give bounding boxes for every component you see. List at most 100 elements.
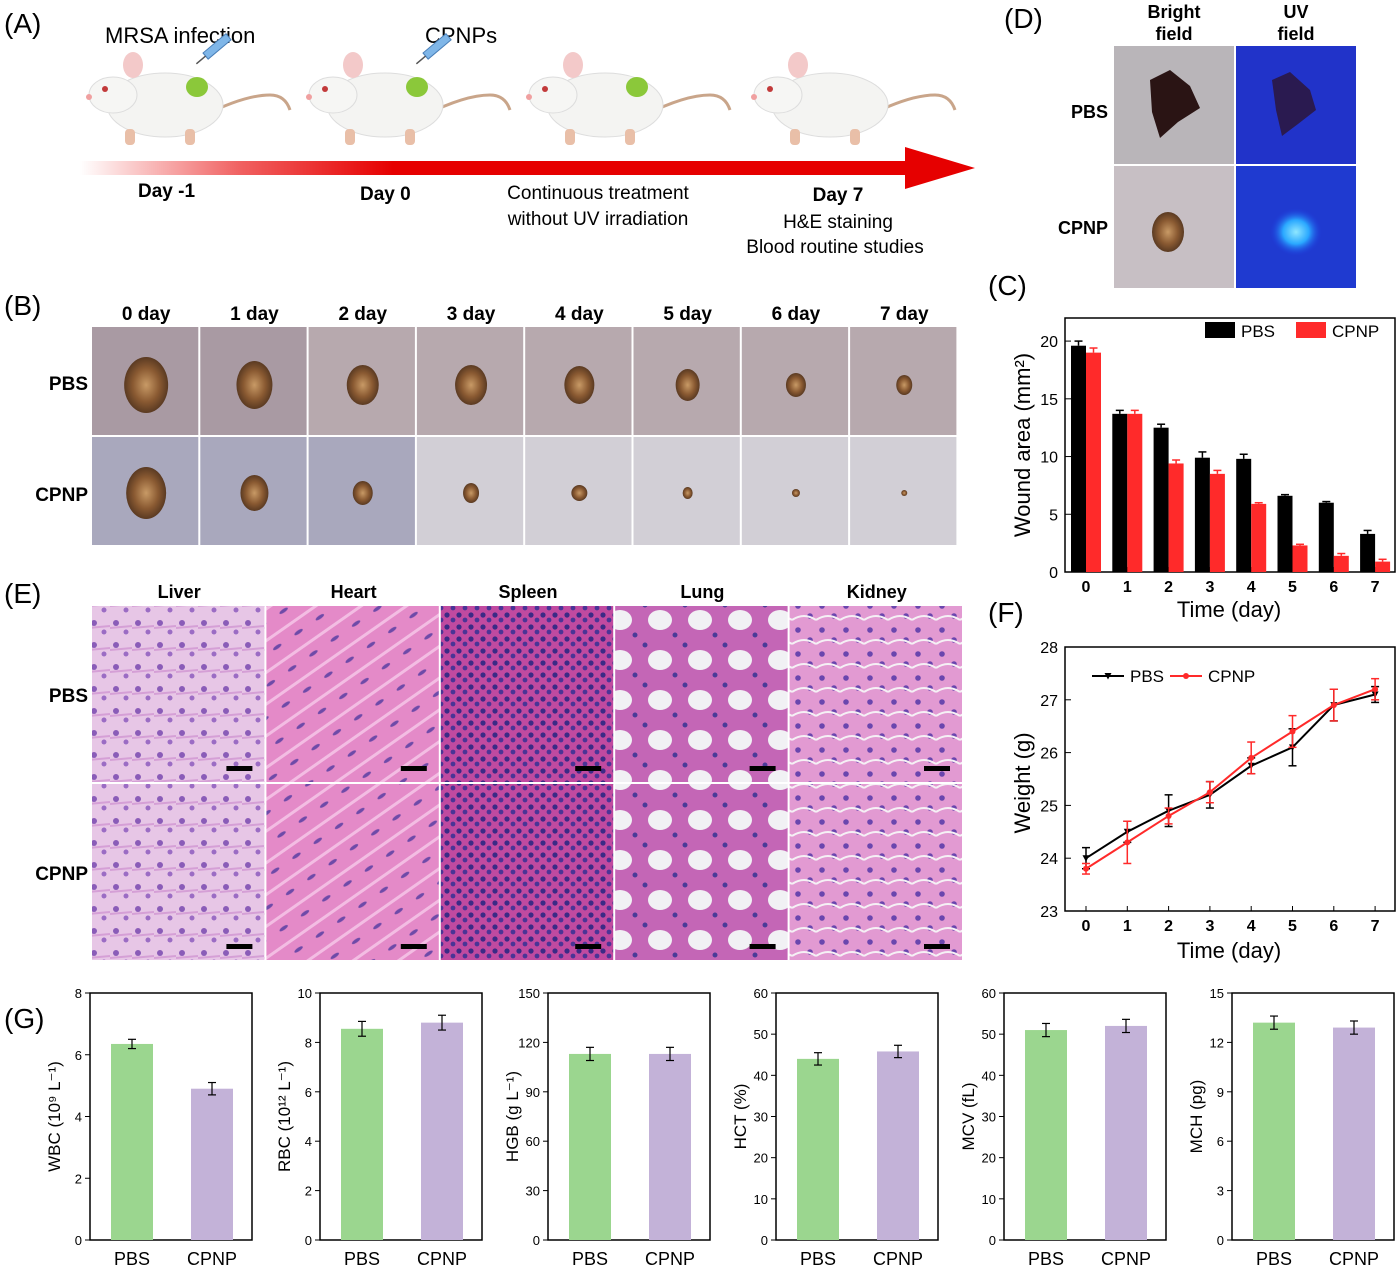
chart-f-ytick-label: 28 <box>1040 640 1058 657</box>
panel-g-label: (G) <box>4 1003 44 1034</box>
chart-c-xtick-label: 6 <box>1329 579 1338 596</box>
mouse-ear <box>563 52 583 78</box>
mouse-nose <box>86 94 92 100</box>
pbs-wound-mark <box>896 375 913 395</box>
scale-bar <box>575 944 602 949</box>
chart-f-xtick-label: 3 <box>1205 918 1214 935</box>
chart-f-point <box>1082 855 1090 862</box>
mouse-leg <box>625 129 635 145</box>
mouse-ear <box>123 52 143 78</box>
chart-c-bar-cpnp <box>1086 352 1101 572</box>
panel-d-col1-line1: Bright <box>1148 2 1201 22</box>
syringe-icon <box>415 33 452 65</box>
scale-bar <box>924 766 950 771</box>
blood-chart-bar-pbs <box>1025 1030 1067 1240</box>
mouse-ear <box>343 52 363 78</box>
blood-chart-bar-cpnp <box>649 1053 691 1240</box>
panel-b-day-label: 0 day <box>122 304 171 325</box>
blood-chart-xtick-label: PBS <box>572 1249 608 1269</box>
uv-field-pbs-wound <box>1272 72 1316 136</box>
scale-bar <box>400 944 427 949</box>
chart-f-ylabel: Weight (g) <box>1010 732 1035 833</box>
blood-chart-ytick-label: 30 <box>526 1184 540 1199</box>
timeline-note-line2: without UV irradiation <box>507 209 689 230</box>
blood-chart-ytick-label: 4 <box>75 1110 82 1125</box>
blood-chart-g2: 0 2 4 6 8 10 RBC (10¹² L⁻¹) PBS CPNP <box>275 986 483 1269</box>
blood-chart-ytick-label: 20 <box>754 1151 768 1166</box>
blood-chart-ytick-label: 15 <box>1210 986 1224 1001</box>
mouse-head <box>88 76 138 114</box>
cpnp-wound-mark <box>682 487 693 499</box>
blood-chart-bar-pbs <box>341 1028 383 1240</box>
mouse-eye <box>322 86 328 92</box>
panel-b-day-label: 4 day <box>555 304 604 325</box>
blood-chart-xtick-label: PBS <box>344 1249 380 1269</box>
infection-site <box>186 77 208 97</box>
chart-c-bar-cpnp <box>1209 473 1225 572</box>
blood-chart-ytick-label: 50 <box>982 1027 996 1042</box>
chart-f-xlabel: Time (day) <box>1177 938 1281 963</box>
timeline-day-minus1: Day -1 <box>138 181 195 202</box>
blood-chart-ytick-label: 12 <box>1210 1035 1224 1050</box>
blood-chart-xtick-label: CPNP <box>417 1249 467 1269</box>
histology-image <box>266 784 439 960</box>
blood-chart-ytick-label: 6 <box>305 1085 312 1100</box>
chart-f-xtick-label: 6 <box>1329 918 1338 935</box>
histology-image <box>789 606 962 782</box>
mouse-illustration <box>86 33 292 145</box>
chart-c-frame <box>1064 317 1396 573</box>
blood-chart-ylabel: HCT (%) <box>731 1084 750 1150</box>
blood-chart-g3: 0 30 60 90 120 150 HGB (g L⁻¹) PBS CPNP <box>503 986 711 1269</box>
panel-d-col2-line2: field <box>1277 24 1314 44</box>
chart-c-ylabel: Wound area (mm²) <box>1010 353 1035 537</box>
blood-chart-xtick-label: CPNP <box>187 1249 237 1269</box>
blood-chart-ytick-label: 2 <box>75 1171 82 1186</box>
cpnp-wound-mark <box>126 467 167 519</box>
syringe-icon <box>195 33 232 65</box>
blood-chart-g5: 0 10 20 30 40 50 60 MCV (fL) PBS CPNP <box>959 986 1167 1269</box>
chart-f-xtick-label: 0 <box>1082 918 1091 935</box>
chart-c-legend-swatch <box>1296 322 1326 338</box>
chart-c-xtick-label: 2 <box>1164 579 1173 596</box>
blood-chart-bar-cpnp <box>421 1022 463 1240</box>
chart-c-bar-pbs <box>1360 533 1376 572</box>
chart-f-point <box>1289 728 1296 735</box>
timeline-day-0: Day 0 <box>360 184 411 205</box>
chart-c-bar-cpnp <box>1251 503 1267 572</box>
blood-chart-g4: 0 10 20 30 40 50 60 HCT (%) PBS CPNP <box>731 986 939 1269</box>
blood-chart-frame <box>547 992 711 1241</box>
blood-chart-ytick-label: 0 <box>761 1233 768 1248</box>
chart-c-bar-cpnp <box>1168 463 1184 572</box>
mouse-leg <box>345 129 355 145</box>
chart-c-bar-pbs <box>1194 457 1210 572</box>
blood-chart-ytick-label: 30 <box>754 1110 768 1125</box>
mouse-leg <box>565 129 575 145</box>
chart-f-ytick-label: 24 <box>1040 851 1058 868</box>
blood-chart-xtick-label: CPNP <box>873 1249 923 1269</box>
mouse-head <box>753 76 803 114</box>
panel-e-row-pbs: PBS <box>49 686 88 707</box>
scale-bar <box>226 944 253 949</box>
pbs-wound-mark <box>785 373 806 397</box>
blood-chart-ytick-label: 10 <box>754 1192 768 1207</box>
timeline-day7-note1: H&E staining <box>783 212 893 233</box>
blood-chart-bar-pbs <box>797 1058 839 1240</box>
panel-b-day-label: 7 day <box>880 304 929 325</box>
histology-image <box>615 606 788 782</box>
chart-c-bar-pbs <box>1153 427 1169 572</box>
blood-chart-ytick-label: 30 <box>982 1110 996 1125</box>
blood-chart-ylabel: HGB (g L⁻¹) <box>503 1071 522 1162</box>
blood-chart-ytick-label: 8 <box>75 986 82 1001</box>
blood-chart-ytick-label: 10 <box>982 1192 996 1207</box>
mouse-nose <box>526 94 532 100</box>
chart-c-bar-cpnp <box>1127 413 1143 572</box>
timeline-note-line1: Continuous treatment <box>507 183 689 204</box>
timeline-day-7: Day 7 <box>813 185 864 206</box>
chart-f-legend-marker <box>1104 673 1112 680</box>
cpnp-wound-mark <box>352 481 373 505</box>
mouse-ear <box>788 52 808 78</box>
mouse-head <box>528 76 578 114</box>
mouse-illustration <box>306 33 512 145</box>
histology-image <box>440 784 614 960</box>
